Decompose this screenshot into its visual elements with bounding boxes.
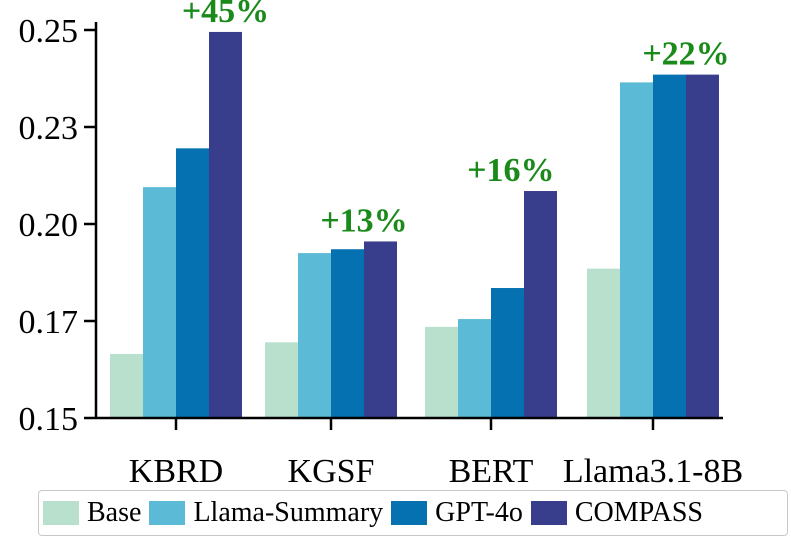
bar-base-kgsf <box>265 342 298 418</box>
bar-compass-kbrd <box>209 31 242 418</box>
bar-gpt-4o-llama3-1-8b <box>653 74 686 419</box>
legend-swatch-gpt-4o <box>391 501 428 525</box>
bar-base-bert <box>425 326 458 418</box>
y-tick-label: 0.23 <box>19 110 79 147</box>
bar-llama-summary-llama3-1-8b <box>620 82 653 418</box>
improvement-annotation: +45% <box>182 0 269 30</box>
legend-item-gpt-4o: GPT-4o <box>391 497 523 529</box>
bar-compass-kgsf <box>364 241 397 418</box>
legend-item-base: Base <box>43 497 141 529</box>
bar-gpt-4o-kbrd <box>176 148 209 418</box>
improvement-annotation: +16% <box>467 152 554 189</box>
y-tick-label: 0.17 <box>19 304 79 341</box>
legend-item-compass: COMPASS <box>530 497 703 529</box>
bar-chart: 0.15 0.17 0.20 0.23 0.25 KBRD KGSF BERT Llama3.1… <box>19 0 744 490</box>
bar-llama-summary-kgsf <box>298 253 331 418</box>
bar-base-kbrd <box>110 353 143 418</box>
bar-gpt-4o-bert <box>491 288 524 418</box>
x-tick-label: KBRD <box>129 453 223 490</box>
bar-compass-bert <box>524 191 557 418</box>
legend-swatch-base <box>43 501 79 525</box>
x-tick-label: Llama3.1-8B <box>563 453 743 490</box>
legend-item-llama-summary: Llama-Summary <box>149 497 383 529</box>
bar-llama-summary-kbrd <box>143 187 176 418</box>
improvement-annotation: +13% <box>320 202 407 239</box>
improvement-annotation: +22% <box>642 36 729 73</box>
legend-swatch-llama-summary <box>149 501 186 525</box>
legend: Base Llama-Summary GPT-4o COMPASS <box>38 490 788 536</box>
x-tick-label: KGSF <box>288 453 375 490</box>
bar-base-llama3-1-8b <box>587 268 620 418</box>
y-tick-label: 0.15 <box>19 401 79 438</box>
legend-label-llama-summary: Llama-Summary <box>193 497 384 528</box>
y-tick-label: 0.20 <box>19 207 79 244</box>
legend-label-compass: COMPASS <box>574 497 703 528</box>
legend-label-gpt-4o: GPT-4o <box>435 497 523 528</box>
y-tick-label: 0.25 <box>19 13 79 50</box>
bar-compass-llama3-1-8b <box>686 74 719 419</box>
legend-swatch-compass <box>530 501 567 525</box>
bar-llama-summary-bert <box>458 319 491 418</box>
legend-label-base: Base <box>87 497 142 528</box>
x-tick-label: BERT <box>449 453 534 490</box>
bar-gpt-4o-kgsf <box>331 249 364 418</box>
